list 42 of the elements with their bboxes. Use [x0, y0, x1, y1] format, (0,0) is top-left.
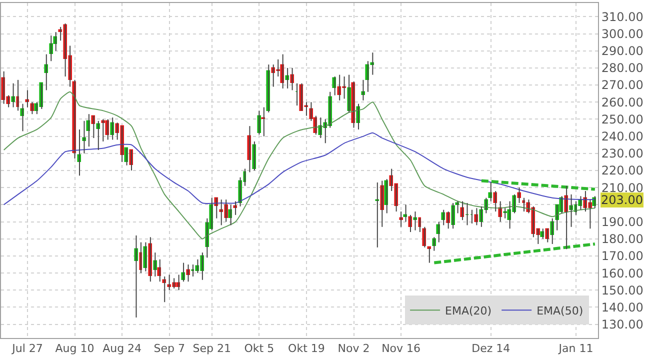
y-tick-label: 140.00: [601, 300, 644, 314]
y-tick-label: 260.00: [601, 95, 644, 110]
y-tick-label: 270.00: [601, 78, 644, 92]
x-tick-label: Dez 14: [472, 342, 510, 356]
candlestick: [427, 246, 431, 264]
legend-label: EMA(50): [536, 304, 584, 318]
y-tick-label: 150.00: [601, 283, 644, 298]
line-series: [3, 132, 596, 206]
annotation: 203.00: [601, 193, 643, 207]
x-tick-label: Aug 10: [55, 342, 94, 356]
y-tick-label: 180.00: [601, 232, 644, 246]
candlestick: [25, 90, 29, 108]
x-tick-label: Jan 11: [558, 342, 594, 356]
y-tick-label: 250.00: [601, 112, 644, 126]
y-tick-label: 230.00: [601, 146, 644, 161]
x-tick-label: Aug 24: [102, 342, 142, 356]
y-tick-label: 240.00: [601, 130, 644, 144]
x-tick-label: Sep 7: [154, 342, 185, 356]
x-tick-label: Nov 16: [382, 342, 421, 356]
y-tick-label: 290.00: [601, 44, 644, 58]
y-tick-label: 130.00: [601, 318, 644, 332]
legend-label: EMA(20): [445, 304, 492, 318]
y-tick-label: 160.00: [601, 266, 644, 280]
y-tick-label: 280.00: [601, 61, 644, 76]
candlestick: [399, 211, 403, 228]
x-tick-label: Okt 19: [288, 342, 325, 356]
candlestick: [261, 106, 265, 137]
candlestick: [503, 208, 507, 219]
x-tick-label: Sep 21: [192, 342, 232, 356]
x-tick-label: Jul 27: [11, 342, 43, 356]
line-series: [3, 91, 596, 240]
candlestick: [101, 118, 105, 142]
x-tick-label: Nov 2: [338, 342, 370, 356]
y-tick-label: 300.00: [601, 26, 644, 41]
y-tick-label: 210.00: [601, 180, 644, 195]
y-tick-label: 220.00: [601, 164, 644, 178]
y-tick-label: 310.00: [601, 10, 644, 24]
candlestick: [375, 182, 379, 248]
y-tick-label: 190.00: [601, 214, 644, 229]
candlestick: [413, 211, 417, 231]
x-tick-label: Okt 5: [244, 342, 274, 356]
y-tick-label: 170.00: [601, 249, 644, 264]
